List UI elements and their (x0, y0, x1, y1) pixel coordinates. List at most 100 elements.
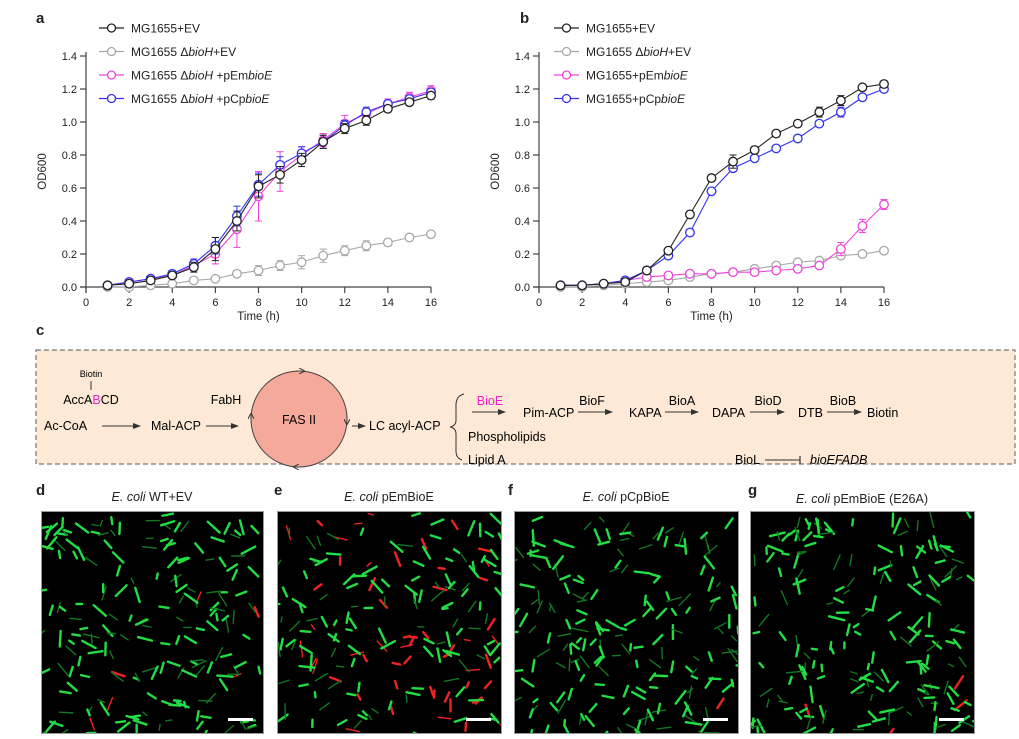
live-cell (933, 700, 937, 712)
live-cell (559, 542, 575, 549)
dead-cell (316, 519, 324, 527)
live-cell (730, 635, 738, 642)
live-cell (183, 592, 199, 604)
live-cell (801, 665, 808, 676)
live-cell (877, 563, 893, 572)
live-cell (298, 644, 313, 655)
x-tick-label: 0 (83, 297, 89, 309)
live-cell (884, 570, 892, 583)
live-cell (172, 699, 182, 703)
x-tick-label: 16 (878, 297, 890, 309)
live-cell (710, 596, 721, 603)
x-tick-label: 8 (255, 297, 261, 309)
live-cell (958, 656, 967, 668)
data-point (814, 118, 825, 129)
biob-label: BioB (830, 394, 856, 408)
data-point (684, 268, 695, 279)
x-tick-label: 6 (665, 297, 671, 309)
x-tick-label: 12 (792, 297, 804, 309)
live-cell (807, 522, 812, 530)
live-cell (278, 679, 290, 685)
dead-cell (484, 653, 492, 669)
live-cell (829, 646, 835, 655)
live-cell (195, 709, 200, 722)
live-cell (664, 527, 674, 534)
data-point (404, 97, 415, 108)
data-point (102, 280, 113, 291)
data-point (361, 115, 372, 126)
live-cell (730, 678, 735, 688)
live-cell (777, 567, 783, 578)
live-cell (468, 627, 481, 630)
y-tick-label: 0.2 (62, 249, 77, 261)
dead-cell (499, 723, 501, 726)
live-cell (217, 592, 228, 607)
live-cell (648, 658, 662, 669)
live-cell (489, 642, 501, 657)
live-cell (917, 697, 924, 708)
live-cell (892, 517, 902, 535)
live-cell (279, 637, 284, 651)
live-cell (471, 560, 476, 572)
dead-cell (478, 576, 488, 582)
live-cell (494, 586, 501, 597)
dead-cell (356, 693, 362, 701)
dead-cell (391, 661, 402, 666)
data-point (253, 265, 264, 276)
live-cell (109, 650, 114, 660)
live-cell (920, 684, 930, 696)
legend-entry: MG1655 ΔbioH+EV (554, 45, 691, 59)
live-cell (915, 545, 927, 554)
live-cell (835, 586, 845, 592)
live-cell (537, 589, 541, 605)
live-cell (278, 713, 289, 723)
micrograph-g (750, 511, 975, 734)
live-cell (368, 714, 373, 721)
y-axis-label: OD600 (490, 153, 502, 189)
data-point (210, 244, 221, 255)
live-cell (619, 531, 632, 536)
live-cell (530, 554, 548, 560)
live-cell (635, 659, 639, 669)
live-cell (285, 638, 296, 648)
live-cell (278, 641, 281, 658)
live-cell (638, 544, 653, 550)
data-point (684, 227, 695, 238)
live-cell (871, 717, 886, 723)
live-cell (108, 613, 119, 621)
live-cell (48, 604, 54, 617)
legend-marker (106, 46, 117, 57)
live-cell (410, 575, 421, 582)
live-cell (166, 660, 181, 667)
live-cell (656, 702, 662, 715)
live-cell (111, 672, 125, 683)
legend-label: MG1655+EV (586, 22, 655, 36)
live-cell (74, 522, 90, 534)
biof-label: BioF (579, 394, 605, 408)
series-line (107, 91, 432, 286)
live-cell (405, 694, 408, 703)
live-cell (777, 694, 784, 703)
live-cell (190, 660, 198, 666)
live-cell (483, 558, 497, 568)
live-cell (150, 665, 159, 680)
biol-label: BioL (735, 453, 760, 467)
live-cell (480, 554, 487, 564)
live-cell (637, 715, 653, 722)
live-cell (532, 563, 541, 571)
live-cell (584, 714, 595, 728)
live-cell (288, 620, 301, 632)
live-cell (873, 566, 877, 576)
live-cell (306, 536, 316, 550)
dead-cell (437, 566, 446, 570)
data-point (253, 181, 264, 192)
data-point (382, 103, 393, 114)
live-cell (934, 715, 938, 731)
live-cell (785, 670, 803, 674)
phospholipids-label: Phospholipids (468, 430, 546, 444)
legend-entry: MG1655+pCpbioE (554, 92, 686, 106)
live-cell (851, 518, 855, 527)
live-cell (116, 721, 131, 733)
live-cell (155, 572, 159, 580)
live-cell (947, 663, 955, 668)
